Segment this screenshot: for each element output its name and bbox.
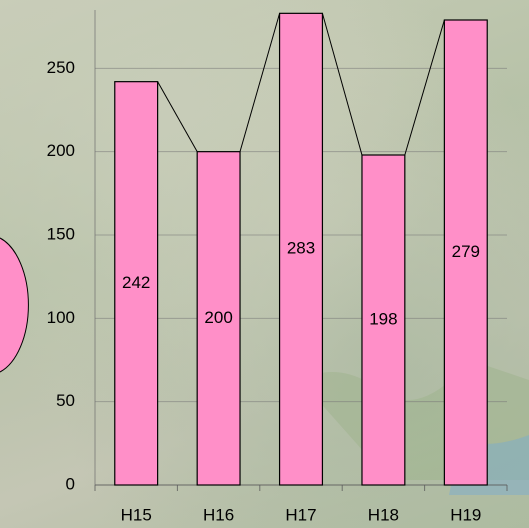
y-tick-label: 250 <box>47 58 75 77</box>
connector-line <box>158 82 198 152</box>
value-label: 242 <box>122 273 150 292</box>
y-tick-label: 0 <box>66 474 75 493</box>
chart: 0 50 100 150 200 250 H15 242 H16 200 H17 283 H18 198 H… <box>0 0 529 528</box>
screenshot: {"chart_data": {"type": "bar", "categori… <box>0 0 529 528</box>
y-tick-label: 150 <box>47 224 75 243</box>
value-label: 200 <box>204 308 232 327</box>
x-tick-label: H16 <box>203 505 234 524</box>
x-tick-label: H19 <box>450 505 481 524</box>
x-tick-label: H18 <box>368 505 399 524</box>
y-tick-label: 50 <box>56 391 75 410</box>
value-label: 198 <box>369 309 397 328</box>
x-tick-label: H17 <box>285 505 316 524</box>
pink-shape <box>0 238 28 372</box>
y-tick-label: 100 <box>47 308 75 327</box>
connector-line <box>322 13 362 155</box>
connector-line <box>405 20 445 155</box>
value-label: 283 <box>287 239 315 258</box>
x-tick-label: H15 <box>121 505 152 524</box>
connector-line <box>240 13 280 151</box>
value-label: 279 <box>452 242 480 261</box>
y-tick-label: 200 <box>47 141 75 160</box>
